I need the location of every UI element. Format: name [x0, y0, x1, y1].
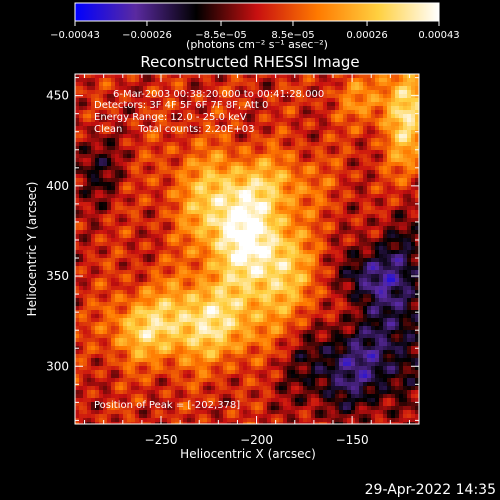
peak-position-label: Position of Peak = [-202,378]: [94, 400, 240, 411]
x-tick-label: −150: [336, 433, 369, 447]
colorbar-tick-label: −0.00043: [50, 30, 100, 41]
annotation-energy: Energy Range: 12.0 - 25.0 keV: [94, 112, 247, 123]
x-axis-label: Heliocentric X (arcsec): [180, 447, 316, 461]
footer-timestamp: 29-Apr-2022 14:35: [364, 482, 496, 498]
y-tick-label: 400: [46, 179, 69, 193]
y-tick-label: 350: [46, 269, 69, 283]
plot-frame: [74, 73, 420, 425]
annotation-clean: Clean Total counts: 2.20E+03: [94, 124, 254, 135]
annotations: 6-Mar-2003 00:38:20.000 to 00:41:28.000 …: [94, 89, 324, 411]
colorbar-strip: [74, 2, 440, 22]
colorbar-units: (photons cm⁻² s⁻¹ asec⁻²): [186, 38, 328, 51]
annotation-time: 6-Mar-2003 00:38:20.000 to 00:41:28.000: [113, 89, 324, 100]
colorbar-tick-label: −0.00026: [122, 30, 172, 41]
y-axis: 300 350 400 450: [46, 77, 419, 421]
y-tick-label: 300: [46, 359, 69, 373]
y-tick-label: 450: [46, 89, 69, 103]
chart-title: Reconstructed RHESSI Image: [140, 53, 359, 71]
colorbar-tick-label: −8.5e−05: [195, 30, 247, 41]
heatmap-image: [75, 74, 419, 424]
x-axis: −250 −200 −150: [84, 74, 410, 447]
annotation-detectors: Detectors: 3F 4F 5F 6F 7F 8F, Att 0: [94, 100, 268, 111]
colorbar-tick-label: 8.5e−05: [271, 30, 314, 41]
y-axis-label: Heliocentric Y (arcsec): [25, 182, 39, 317]
colorbar-tick-label: 0.00043: [418, 30, 459, 41]
colorbar: −0.00043 −0.00026 −8.5e−05 8.5e−05 0.00026 0.…: [50, 2, 460, 51]
x-tick-label: −200: [240, 433, 273, 447]
colorbar-tick-label: 0.00026: [346, 30, 387, 41]
x-tick-label: −250: [145, 433, 178, 447]
colorbar-ticks: −0.00043 −0.00026 −8.5e−05 8.5e−05 0.00026 0.…: [50, 21, 460, 41]
